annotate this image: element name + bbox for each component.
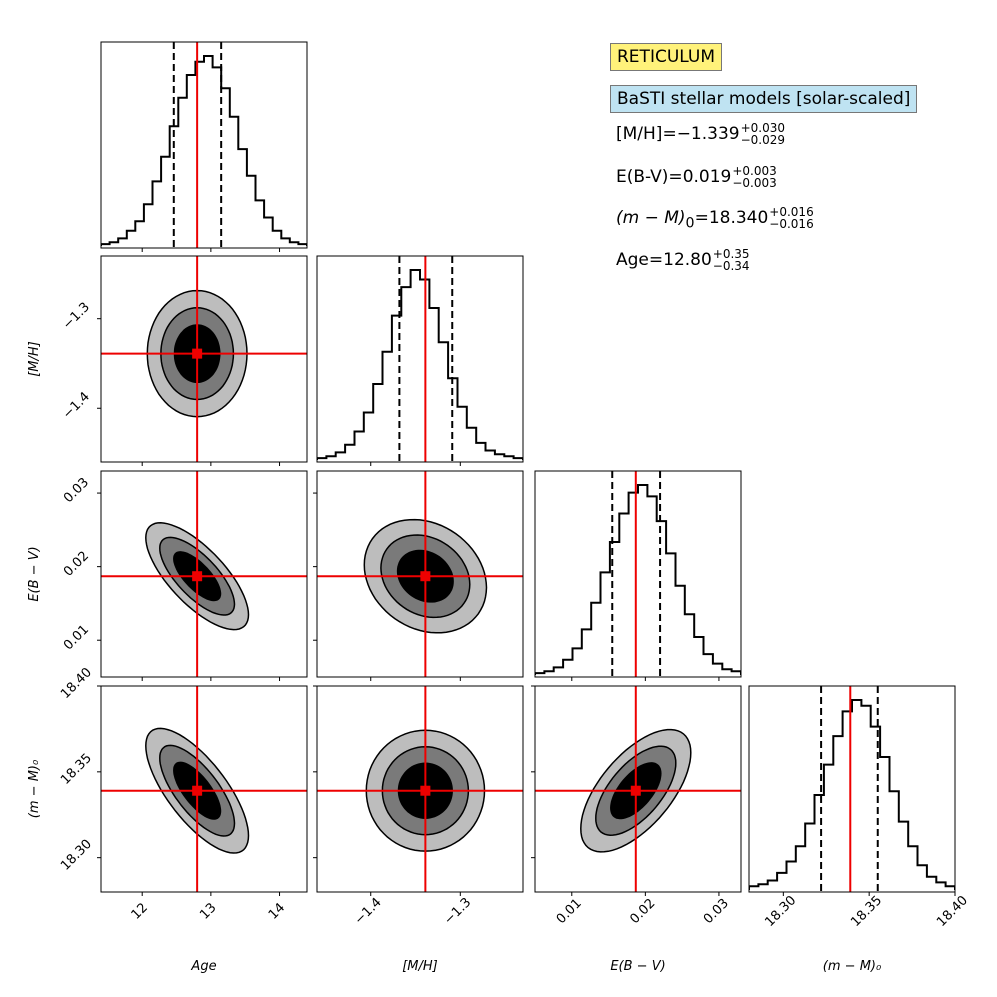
result-minus-error: −0.34 — [712, 259, 750, 273]
result-minus-error: −0.016 — [769, 217, 814, 231]
panel-dm-dm: 18.30 18.35 18.40 — [748, 685, 971, 930]
y-tick-label: 0.03 — [61, 475, 92, 506]
result-label: Age= — [616, 250, 664, 270]
panel-frame — [534, 685, 742, 893]
panel-dm-mh: −1.4 −1.3 — [313, 685, 524, 928]
result-label-subscript: 0 — [685, 215, 695, 232]
result-value: 18.340 — [708, 208, 769, 228]
x-tick-label: 0.02 — [627, 896, 658, 927]
panel-content — [317, 686, 523, 892]
panel-frame — [100, 470, 308, 678]
histogram-age — [101, 55, 307, 246]
result-minus-error: −0.003 — [732, 176, 777, 190]
panel-frame — [100, 255, 308, 463]
histogram-mh — [317, 269, 523, 460]
panel-content — [101, 42, 307, 248]
result-minus-error: −0.029 — [740, 133, 786, 147]
panel-frame — [100, 685, 308, 893]
panel-frame — [316, 255, 524, 463]
truth-marker — [192, 348, 203, 359]
result-metallicity: [M/H]=−1.339 +0.030 −0.029 — [616, 122, 785, 146]
y-tick-label: 0.01 — [61, 622, 92, 653]
result-value: 12.80 — [663, 250, 712, 270]
panel-frame — [100, 41, 308, 249]
x-tick-label: 0.01 — [554, 896, 585, 927]
x-tick-label: −1.4 — [352, 895, 385, 928]
truth-marker — [420, 785, 431, 796]
x-axis-label-dm: (m − M)₀ — [823, 959, 882, 974]
histogram-ebv — [535, 484, 741, 675]
truth-marker — [630, 785, 641, 796]
panel-age-age — [100, 41, 308, 252]
y-tick-label: 18.40 — [58, 665, 95, 702]
panel-content — [101, 471, 307, 677]
x-tick-label: 18.40 — [934, 893, 971, 930]
x-axis-label-age: Age — [190, 959, 216, 974]
panel-dm-age: 12 13 14 18.30 18.35 18.40 — [58, 665, 308, 923]
result-reddening: E(B-V)=0.019 +0.003 −0.003 — [616, 165, 777, 189]
panel-ebv-age: 0.01 0.02 0.03 — [61, 470, 308, 681]
result-plus-error: +0.016 — [769, 205, 814, 219]
truth-marker — [420, 571, 431, 582]
truth-marker — [192, 785, 203, 796]
truth-marker — [192, 571, 203, 582]
panel-frame — [748, 685, 956, 893]
x-tick-label: 12 — [129, 900, 151, 922]
y-axis-label-mh: [M/H] — [27, 341, 42, 377]
result-label: [M/H]= — [616, 124, 677, 144]
y-tick-label: 18.30 — [58, 837, 95, 874]
panel-mh-mh — [316, 255, 524, 466]
x-tick-label: 18.30 — [762, 893, 799, 930]
x-tick-label: 14 — [266, 900, 288, 922]
y-axis-label-dm: (m − M)₀ — [27, 759, 42, 818]
result-plus-error: +0.35 — [712, 247, 750, 261]
result-equals: = — [694, 208, 709, 228]
y-tick-label: 0.02 — [61, 549, 92, 580]
result-plus-error: +0.003 — [732, 164, 777, 178]
panel-dm-ebv: 0.01 0.02 0.03 — [531, 685, 742, 927]
panel-mh-age: −1.4 −1.3 — [60, 255, 308, 466]
x-tick-label: 18.35 — [848, 893, 885, 930]
panel-content — [535, 471, 741, 677]
panel-ebv-ebv — [534, 470, 742, 681]
y-tick-label: −1.4 — [60, 389, 93, 422]
y-tick-label: −1.3 — [60, 300, 93, 333]
result-plus-error: +0.030 — [740, 121, 786, 135]
result-value: −1.339 — [676, 124, 740, 144]
cluster-name-badge: RETICULUM — [610, 43, 722, 71]
model-set-badge: BaSTI stellar models [solar-scaled] — [610, 85, 918, 113]
x-tick-label: −1.3 — [441, 895, 474, 928]
result-label: (m − M) — [616, 208, 686, 228]
panel-frame — [534, 470, 742, 678]
panel-content — [317, 471, 523, 677]
panel-content — [101, 686, 307, 892]
panel-content — [101, 256, 307, 462]
panel-content — [535, 686, 741, 892]
result-value: 0.019 — [682, 167, 732, 187]
y-axis-label-ebv: E(B − V) — [27, 546, 42, 601]
result-age: Age=12.80 +0.35 −0.34 — [616, 248, 750, 272]
result-label: E(B-V)= — [616, 167, 683, 187]
panel-frame — [316, 470, 524, 678]
x-axis-label-ebv: E(B − V) — [610, 959, 665, 974]
panel-ebv-mh — [313, 470, 524, 681]
panel-frame — [316, 685, 524, 893]
result-distance-modulus: (m − M)0=18.340 +0.016 −0.016 — [616, 206, 814, 231]
x-tick-label: 13 — [197, 900, 219, 922]
panel-content — [317, 256, 523, 462]
y-tick-label: 18.35 — [58, 751, 95, 788]
x-tick-label: 0.03 — [701, 896, 732, 927]
histogram-dm — [749, 699, 955, 890]
x-axis-label-mh: [M/H] — [402, 959, 438, 974]
panel-content — [749, 686, 955, 892]
